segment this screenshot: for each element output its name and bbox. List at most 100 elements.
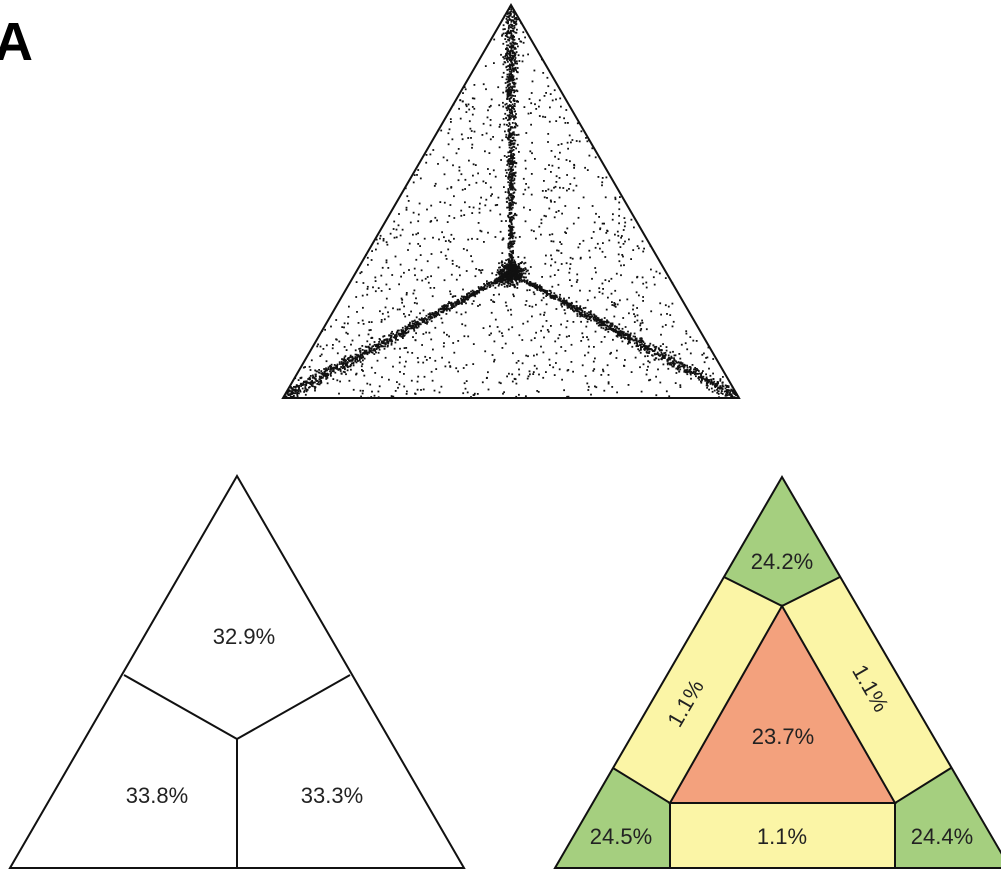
scatter-point-3211 <box>365 346 368 348</box>
scatter-point-4286 <box>481 381 484 384</box>
scatter-point-3981 <box>517 256 520 258</box>
scatter-point-1992 <box>725 386 728 388</box>
scatter-point-1477 <box>370 347 373 350</box>
scatter-point-3220 <box>419 177 422 180</box>
scatter-point-763 <box>510 57 513 59</box>
scatter-point-1002 <box>395 333 398 336</box>
scatter-point-1001 <box>308 386 310 389</box>
scatter-point-3830 <box>490 332 492 335</box>
scatter-point-4356 <box>434 312 436 314</box>
scatter-point-3867 <box>453 195 455 198</box>
scatter-point-3551 <box>705 357 707 359</box>
scatter-point-3524 <box>461 138 464 141</box>
scatter-point-3943 <box>507 177 510 180</box>
scatter-point-2623 <box>659 354 662 356</box>
scatter-point-3588 <box>679 386 682 388</box>
scatter-point-1541 <box>494 281 497 284</box>
scatter-point-3989 <box>680 343 683 346</box>
scatter-point-1290 <box>342 363 345 365</box>
scatter-point-4229 <box>499 230 502 233</box>
scatter-point-3659 <box>630 371 633 373</box>
scatter-point-4097 <box>407 200 410 202</box>
scatter-point-699 <box>511 103 514 106</box>
scatter-point-4067 <box>416 380 419 383</box>
scatter-point-4258 <box>639 351 642 354</box>
scatter-point-3758 <box>582 307 585 309</box>
scatter-point-3353 <box>485 182 487 184</box>
scatter-point-809 <box>507 158 510 161</box>
scatter-point-1457 <box>361 354 364 356</box>
scatter-point-840 <box>507 26 510 29</box>
scatter-point-96 <box>505 21 508 24</box>
scatter-point-4280 <box>570 343 573 346</box>
scatter-point-1291 <box>342 359 345 362</box>
scatter-point-3757 <box>658 272 661 275</box>
scatter-point-3777 <box>564 122 567 124</box>
scatter-point-2452 <box>677 368 679 371</box>
scatter-point-529 <box>509 66 512 69</box>
scatter-point-3974 <box>431 295 434 298</box>
scatter-point-610 <box>510 33 513 36</box>
scatter-point-1848 <box>604 329 607 331</box>
scatter-point-3697 <box>462 248 465 250</box>
scatter-point-649 <box>510 108 513 111</box>
scatter-point-3639 <box>388 288 391 290</box>
scatter-point-3364 <box>586 320 589 323</box>
scatter-point-3272 <box>439 201 442 203</box>
zone-label-center: 23.7% <box>752 724 814 749</box>
voronoi-divider-right <box>236 674 351 740</box>
scatter-point-3 <box>505 54 507 57</box>
scatter-point-1050 <box>411 326 413 329</box>
scatter-point-3693 <box>534 103 536 106</box>
scatter-point-814 <box>511 107 514 110</box>
scatter-point-1489 <box>455 303 458 306</box>
scatter-point-3340 <box>412 336 414 338</box>
scatter-point-2640 <box>604 324 607 327</box>
scatter-point-3377 <box>346 332 349 335</box>
scatter-point-2142 <box>678 353 681 355</box>
scatter-point-1604 <box>441 311 444 313</box>
scatter-point-25 <box>505 86 508 89</box>
scatter-point-1765 <box>368 350 371 352</box>
scatter-point-3980 <box>548 207 551 210</box>
scatter-point-9 <box>513 48 516 50</box>
scatter-point-62 <box>513 81 515 84</box>
scatter-point-2585 <box>717 387 719 390</box>
scatter-point-445 <box>509 234 512 237</box>
scatter-point-1419 <box>341 367 344 369</box>
scatter-point-453 <box>505 65 508 68</box>
scatter-point-4365 <box>487 388 490 391</box>
scatter-point-3714 <box>330 371 333 374</box>
scatter-point-517 <box>512 226 515 229</box>
scatter-point-3942 <box>608 239 611 242</box>
scatter-point-857 <box>509 14 511 17</box>
scatter-point-1331 <box>368 348 371 351</box>
scatter-point-2629 <box>661 356 664 359</box>
scatter-point-1202 <box>388 339 391 342</box>
scatter-point-3458 <box>558 196 561 199</box>
scatter-point-3893 <box>449 241 452 243</box>
scatter-point-1798 <box>581 311 584 313</box>
scatter-point-3386 <box>474 164 477 166</box>
scatter-point-3256 <box>453 304 455 307</box>
scatter-point-698 <box>513 118 515 121</box>
scatter-point-2269 <box>591 315 594 318</box>
scatter-point-2611 <box>672 365 675 368</box>
scatter-point-3652 <box>611 304 614 306</box>
scatter-point-4118 <box>535 237 537 240</box>
scatter-point-1617 <box>292 392 295 394</box>
scatter-point-2430 <box>561 305 563 308</box>
scatter-point-1998 <box>668 362 670 365</box>
scatter-point-4230 <box>551 164 554 167</box>
scatter-point-3479 <box>400 297 403 300</box>
scatter-point-807 <box>515 51 518 53</box>
scatter-point-2638 <box>632 335 635 338</box>
scatter-point-2550 <box>674 362 676 365</box>
scatter-point-932 <box>359 347 362 350</box>
scatter-point-4056 <box>640 347 642 349</box>
scatter-point-2757 <box>499 266 501 269</box>
scatter-point-4323 <box>559 97 562 100</box>
scatter-point-129 <box>502 28 505 31</box>
scatter-point-770 <box>510 199 512 201</box>
scatter-point-2587 <box>540 286 543 288</box>
